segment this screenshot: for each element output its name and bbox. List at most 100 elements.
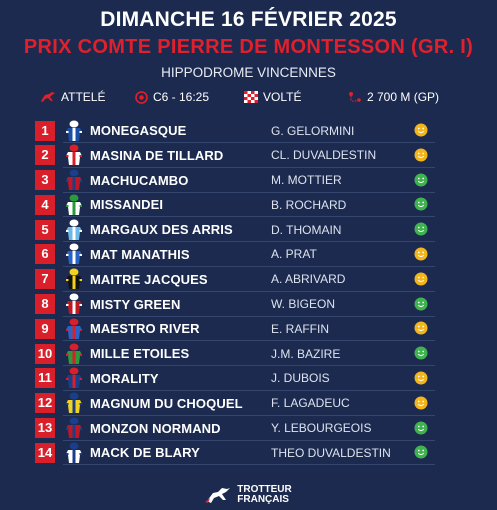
runner-row: 1 MONEGASQUE G. GELORMINI bbox=[35, 119, 445, 143]
jockey-silk-icon bbox=[66, 169, 82, 191]
runner-row: 7 MAITRE JACQUES A. ABRIVARD bbox=[35, 268, 445, 292]
discipline-info: ATTELÉ bbox=[40, 90, 105, 104]
driver-name: THEO DUVALDESTIN bbox=[271, 445, 391, 460]
jockey-silk-icon bbox=[66, 417, 82, 439]
horse-name: MAT MANATHIS bbox=[90, 246, 190, 262]
start-info: VOLTÉ bbox=[244, 90, 301, 104]
horse-name: MAESTRO RIVER bbox=[90, 321, 200, 337]
horse-name: MISSANDEI bbox=[90, 197, 164, 213]
horse-name: MACHUCAMBO bbox=[90, 172, 189, 188]
driver-name: J. DUBOIS bbox=[271, 371, 330, 386]
runner-list: 1 MONEGASQUE G. GELORMINI 2 MASINA DE TILLAR… bbox=[35, 119, 445, 466]
driver-name: W. BIGEON bbox=[271, 297, 336, 312]
target-icon bbox=[135, 90, 148, 104]
smiley-green-icon bbox=[414, 197, 428, 211]
smiley-yellow-icon bbox=[414, 123, 428, 137]
runner-number: 7 bbox=[35, 269, 55, 290]
runner-number: 4 bbox=[35, 194, 55, 215]
jockey-silk-icon bbox=[66, 392, 82, 414]
jockey-silk-icon bbox=[66, 194, 82, 215]
runner-row: 10 MILLE ETOILES J.M. BAZIRE bbox=[35, 342, 445, 367]
runner-row: 9 MAESTRO RIVER E. RAFFIN bbox=[35, 317, 445, 342]
jockey-silk-icon bbox=[66, 268, 82, 290]
horse-name: MAITRE JACQUES bbox=[90, 271, 208, 287]
driver-name: Y. LEBOURGEOIS bbox=[271, 421, 372, 436]
runner-row: 13 MONZON NORMAND Y. LEBOURGEOIS bbox=[35, 417, 445, 441]
brand-line-1: TROTTEUR bbox=[237, 484, 292, 495]
runner-number: 12 bbox=[35, 393, 55, 414]
horse-name: MILLE ETOILES bbox=[90, 346, 190, 362]
driver-name: A. PRAT bbox=[271, 247, 317, 262]
horse-name: MORALITY bbox=[90, 370, 159, 386]
smiley-green-icon bbox=[414, 445, 428, 459]
driver-name: G. GELORMINI bbox=[271, 123, 355, 138]
smiley-yellow-icon bbox=[414, 148, 428, 162]
runner-row: 14 MACK DE BLARY THEO DUVALDESTIN bbox=[35, 441, 445, 466]
jockey-silk-icon bbox=[66, 144, 82, 166]
race-date: DIMANCHE 16 FÉVRIER 2025 bbox=[100, 8, 397, 31]
distance-pin-icon bbox=[349, 91, 361, 102]
jockey-silk-icon bbox=[66, 243, 82, 265]
distance-label: 2 700 M (GP) bbox=[367, 90, 440, 104]
smiley-green-icon bbox=[414, 346, 428, 360]
jockey-silk-icon bbox=[66, 442, 82, 463]
jockey-silk-icon bbox=[66, 219, 82, 240]
driver-name: D. THOMAIN bbox=[271, 222, 342, 237]
horse-name: MONZON NORMAND bbox=[90, 420, 221, 436]
brand-logo: TROTTEUR FRANÇAIS bbox=[0, 485, 497, 505]
runner-number: 11 bbox=[35, 368, 55, 389]
course-info: C6 - 16:25 bbox=[135, 90, 209, 104]
race-title: PRIX COMTE PIERRE DE MONTESSON (GR. I) bbox=[23, 36, 474, 58]
runner-number: 6 bbox=[35, 244, 55, 265]
smiley-green-icon bbox=[414, 222, 428, 236]
jockey-silk-icon bbox=[66, 367, 82, 389]
runner-row: 3 MACHUCAMBO M. MOTTIER bbox=[35, 169, 445, 193]
runner-row: 2 MASINA DE TILLARD CL. DUVALDESTIN bbox=[35, 144, 445, 168]
horse-name: MASINA DE TILLARD bbox=[90, 147, 224, 163]
driver-name: F. LAGADEUC bbox=[271, 396, 350, 411]
horse-name: MONEGASQUE bbox=[90, 123, 187, 138]
smiley-green-icon bbox=[414, 421, 428, 435]
runner-number: 10 bbox=[35, 343, 55, 364]
jockey-silk-icon bbox=[66, 343, 82, 364]
smiley-yellow-icon bbox=[414, 396, 428, 410]
start-label: VOLTÉ bbox=[263, 90, 302, 104]
runner-number: 14 bbox=[35, 442, 55, 463]
course-label: C6 - 16:25 bbox=[153, 90, 210, 104]
driver-name: CL. DUVALDESTIN bbox=[271, 148, 377, 163]
jockey-silk-icon bbox=[66, 318, 82, 339]
trotter-icon bbox=[41, 92, 55, 102]
trotter-logo-icon bbox=[205, 488, 231, 503]
smiley-yellow-icon bbox=[414, 247, 428, 261]
runner-number: 1 bbox=[35, 120, 55, 141]
runner-row: 12 MAGNUM DU CHOQUEL F. LAGADEUC bbox=[35, 392, 445, 416]
discipline-label: ATTELÉ bbox=[61, 90, 106, 104]
driver-name: J.M. BAZIRE bbox=[271, 346, 341, 361]
brand-line-2: FRANÇAIS bbox=[237, 494, 289, 505]
jockey-silk-icon bbox=[66, 120, 82, 141]
venue-name: HIPPODROME VINCENNES bbox=[161, 65, 336, 80]
horse-name: MARGAUX DES ARRIS bbox=[90, 222, 233, 238]
horse-name: MACK DE BLARY bbox=[90, 445, 200, 461]
horse-name: MISTY GREEN bbox=[90, 296, 181, 312]
runner-number: 13 bbox=[35, 418, 55, 439]
jockey-silk-icon bbox=[66, 293, 82, 315]
brand-wordmark: TROTTEUR FRANÇAIS bbox=[237, 485, 291, 505]
race-info-bar: ATTELÉ C6 - 16:25 VOLTÉ 2 700 M (GP) bbox=[0, 90, 497, 106]
smiley-green-icon bbox=[414, 173, 428, 187]
distance-info: 2 700 M (GP) bbox=[348, 90, 439, 104]
runner-row: 11 MORALITY J. DUBOIS bbox=[35, 367, 445, 391]
checkered-flag-icon bbox=[244, 91, 258, 103]
runner-number: 8 bbox=[35, 294, 55, 315]
runner-number: 5 bbox=[35, 219, 55, 240]
driver-name: E. RAFFIN bbox=[271, 321, 330, 336]
driver-name: A. ABRIVARD bbox=[271, 272, 346, 287]
smiley-yellow-icon bbox=[414, 272, 428, 286]
runner-number: 3 bbox=[35, 170, 55, 191]
horse-name: MAGNUM DU CHOQUEL bbox=[90, 395, 243, 411]
driver-name: B. ROCHARD bbox=[271, 197, 347, 212]
runner-row: 8 MISTY GREEN W. BIGEON bbox=[35, 293, 445, 317]
runner-row: 5 MARGAUX DES ARRIS D. THOMAIN bbox=[35, 218, 445, 243]
smiley-yellow-icon bbox=[414, 321, 428, 335]
runner-number: 9 bbox=[35, 318, 55, 339]
